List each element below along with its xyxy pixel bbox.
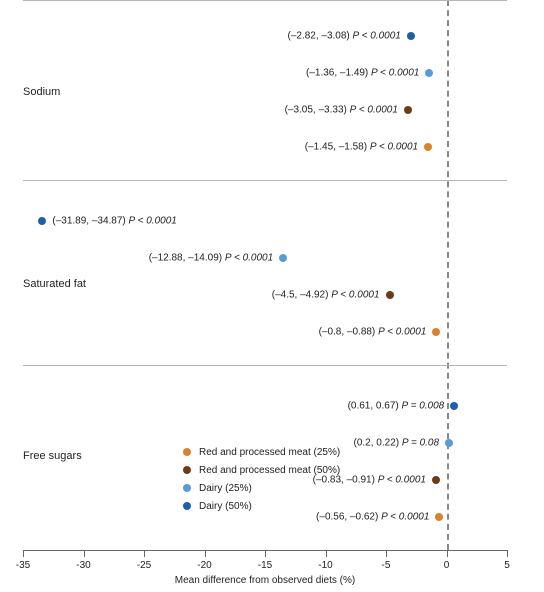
ci-text: (–1.36, –1.49) [306,68,368,79]
data-point-label: (–3.05, –3.33) P < 0.0001 [285,105,398,116]
p-value-text: P < 0.0001 [371,68,419,79]
x-tick-label: -10 [318,560,332,571]
ci-text: (–1.45, –1.58) [305,142,367,153]
ci-text: (0.61, 0.67) [348,401,399,412]
data-point-label: (–2.82, –3.08) P < 0.0001 [287,31,400,42]
section-divider [23,365,507,366]
p-value-text: P < 0.0001 [129,216,177,227]
data-point [432,476,440,484]
p-value-text: P < 0.0001 [350,105,398,116]
legend-label: Red and processed meat (50%) [199,465,340,476]
legend-label: Red and processed meat (25%) [199,447,340,458]
x-tick [326,550,327,557]
ci-text: (–31.89, –34.87) [52,216,125,227]
legend-item: Red and processed meat (25%) [183,443,340,461]
legend-label: Dairy (50%) [199,501,252,512]
x-tick [507,550,508,557]
forest-plot: Sodium Saturated fat Free sugars (–2.82, –3… [0,0,544,592]
legend-swatch [183,484,191,492]
x-tick-label: -5 [382,560,391,571]
ci-text: (–2.82, –3.08) [287,31,349,42]
p-value-text: P < 0.0001 [353,31,401,42]
x-tick-label: -25 [137,560,151,571]
x-tick-label: 5 [504,560,510,571]
zero-reference-line [447,0,449,550]
ci-text: (–3.05, –3.33) [285,105,347,116]
p-value-text: P < 0.0001 [370,142,418,153]
legend-item: Dairy (50%) [183,497,340,515]
data-point [424,143,432,151]
p-value-text: P < 0.0001 [378,327,426,338]
data-point-label: (0.2, 0.22) P = 0.08 [354,438,440,449]
data-point [445,439,453,447]
section-divider [23,180,507,181]
data-point-label: (–0.8, –0.88) P < 0.0001 [319,327,427,338]
data-point [435,513,443,521]
legend-swatch [183,466,191,474]
legend-item: Red and processed meat (50%) [183,461,340,479]
ci-text: (0.2, 0.22) [354,438,400,449]
x-tick [447,550,448,557]
x-tick [84,550,85,557]
data-point-label: (–12.88, –14.09) P < 0.0001 [149,253,273,264]
x-axis-title: Mean difference from observed diets (%) [175,575,355,586]
legend-label: Dairy (25%) [199,483,252,494]
x-tick-label: 0 [444,560,450,571]
section-label: Free sugars [23,450,82,462]
legend-item: Dairy (25%) [183,479,340,497]
data-point [38,217,46,225]
data-point [386,291,394,299]
ci-text: (–0.8, –0.88) [319,327,376,338]
x-tick [386,550,387,557]
section-label: Saturated fat [23,278,86,290]
section-divider [23,0,507,1]
x-tick [265,550,266,557]
x-tick-label: -30 [76,560,90,571]
x-tick [144,550,145,557]
x-tick [23,550,24,557]
data-point-label: (–1.45, –1.58) P < 0.0001 [305,142,418,153]
p-value-text: P < 0.0001 [331,290,379,301]
ci-text: (–12.88, –14.09) [149,253,222,264]
legend-swatch [183,502,191,510]
ci-text: (–4.5, –4.92) [272,290,329,301]
x-tick-label: -15 [258,560,272,571]
data-point [450,402,458,410]
p-value-text: P < 0.0001 [225,253,273,264]
data-point [404,106,412,114]
x-tick-label: -20 [197,560,211,571]
p-value-text: P < 0.0001 [378,475,426,486]
data-point [425,69,433,77]
x-tick [205,550,206,557]
p-value-text: P = 0.08 [402,438,439,449]
plot-area: Sodium Saturated fat Free sugars (–2.82, –3… [23,0,507,551]
section-label: Sodium [23,86,60,98]
x-tick-label: -35 [16,560,30,571]
p-value-text: P < 0.0001 [381,512,429,523]
data-point-label: (–1.36, –1.49) P < 0.0001 [306,68,419,79]
data-point [279,254,287,262]
legend: Red and processed meat (25%) Red and proc… [183,443,340,515]
legend-swatch [183,448,191,456]
data-point-label: (0.61, 0.67) P = 0.008 [348,401,445,412]
data-point-label: (–4.5, –4.92) P < 0.0001 [272,290,380,301]
data-point [407,32,415,40]
data-point [432,328,440,336]
data-point-label: (–31.89, –34.87) P < 0.0001 [52,216,176,227]
p-value-text: P = 0.008 [402,401,445,412]
